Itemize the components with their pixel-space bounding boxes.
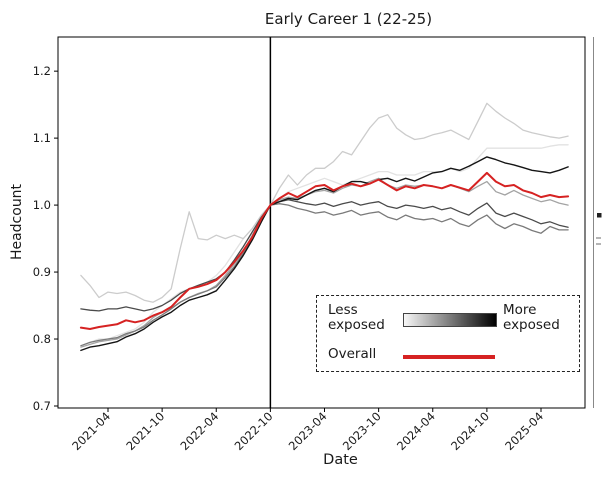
series-line-quantile-4 — [80, 203, 569, 347]
x-tick-label: 2022-04 — [177, 409, 221, 453]
x-tick-label: 2023-10 — [340, 409, 384, 453]
legend-less-exposed-word: exposed — [328, 317, 385, 334]
legend: Less exposed More exposed Overall — [316, 295, 580, 372]
y-tick-label: 0.8 — [33, 332, 51, 346]
legend-more-word: More — [503, 302, 537, 318]
cropped-adjacent-subplot-artifact — [596, 243, 601, 245]
x-tick-label: 2024-04 — [394, 409, 438, 453]
x-tick-label: 2023-04 — [286, 409, 330, 453]
y-tick-label: 1.0 — [33, 198, 51, 212]
series-line-quantile-5 — [80, 199, 569, 312]
x-tick-label: 2021-04 — [69, 409, 113, 453]
legend-more-exposed-label: More exposed — [503, 302, 560, 334]
cropped-adjacent-subplot-artifact — [596, 237, 601, 239]
legend-less-word: Less — [328, 302, 358, 318]
axes-spines — [57, 36, 586, 409]
y-tick-label: 0.9 — [33, 265, 51, 279]
x-tick-label: 2022-10 — [232, 409, 276, 453]
y-tick-label: 0.7 — [33, 399, 51, 413]
y-tick-label: 1.1 — [33, 131, 51, 145]
x-axis-label: Date — [323, 452, 358, 468]
y-tick-label: 1.2 — [33, 64, 51, 78]
chart-title: Early Career 1 (22-25) — [264, 10, 433, 28]
x-tick-label: 2021-10 — [123, 409, 167, 453]
cropped-adjacent-subplot-artifact — [597, 213, 602, 218]
exposure-gradient-bar — [403, 313, 497, 327]
legend-overall-label: Overall — [328, 346, 377, 362]
legend-more-exposed-word: exposed — [503, 317, 560, 334]
x-tick-label: 2025-04 — [502, 409, 546, 453]
series-line-quantile-6-most-exposed — [80, 156, 569, 352]
legend-overall-line-swatch — [403, 355, 495, 359]
legend-less-exposed-label: Less exposed — [328, 302, 385, 334]
x-tick-label: 2024-10 — [448, 409, 492, 453]
series-line-quantile-2 — [80, 102, 569, 303]
series-line-overall — [79, 171, 570, 330]
